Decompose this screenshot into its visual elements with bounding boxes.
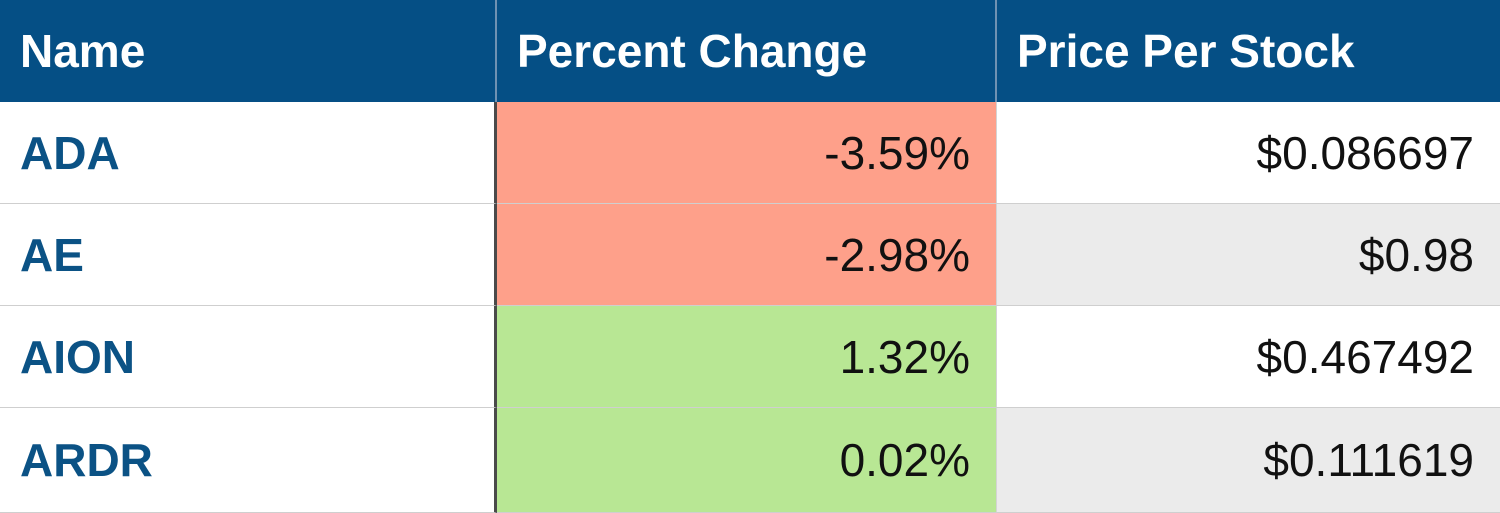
cell-percent-change[interactable]: 1.32% [497, 306, 997, 408]
cell-name[interactable]: ARDR [0, 408, 497, 513]
cell-name[interactable]: ADA [0, 102, 497, 204]
cell-name[interactable]: AION [0, 306, 497, 408]
cell-price[interactable]: $0.111619 [997, 408, 1500, 513]
cell-percent-change[interactable]: -3.59% [497, 102, 997, 204]
cell-price[interactable]: $0.467492 [997, 306, 1500, 408]
header-price-per-stock[interactable]: Price Per Stock [997, 0, 1500, 102]
cell-price[interactable]: $0.086697 [997, 102, 1500, 204]
cell-percent-change[interactable]: -2.98% [497, 204, 997, 306]
cell-name[interactable]: AE [0, 204, 497, 306]
cell-price[interactable]: $0.98 [997, 204, 1500, 306]
cell-percent-change[interactable]: 0.02% [497, 408, 997, 513]
header-name[interactable]: Name [0, 0, 497, 102]
header-percent-change[interactable]: Percent Change [497, 0, 997, 102]
